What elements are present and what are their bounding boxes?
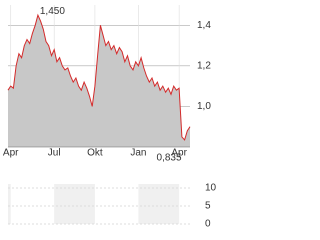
x-tick-label: Jul xyxy=(48,148,61,159)
x-tick-label: Okt xyxy=(87,148,103,159)
y-tick-label: 1,2 xyxy=(197,60,211,71)
chart: 0 5 10 1,0 1,2 1,4 Apr Jul Okt Jan Apr 1,450 0,835 xyxy=(3,5,217,230)
y-tick-label: 1,0 xyxy=(197,101,211,112)
volume-band xyxy=(8,184,11,224)
volume-band xyxy=(138,184,180,224)
price-area xyxy=(8,15,190,147)
y-tick-label: 0 xyxy=(205,219,211,230)
volume-band xyxy=(54,184,95,224)
price-line xyxy=(7,13,191,141)
y-tick-label: 5 xyxy=(205,201,211,212)
x-tick-label: Apr xyxy=(3,148,19,159)
annotation: 1,450 xyxy=(40,6,65,17)
y-tick-label: 1,4 xyxy=(197,20,211,31)
y-tick-label: 10 xyxy=(205,183,217,194)
x-tick-label: Apr xyxy=(171,148,187,159)
annotation: 0,835 xyxy=(157,153,182,164)
x-tick-label: Jan xyxy=(130,148,146,159)
